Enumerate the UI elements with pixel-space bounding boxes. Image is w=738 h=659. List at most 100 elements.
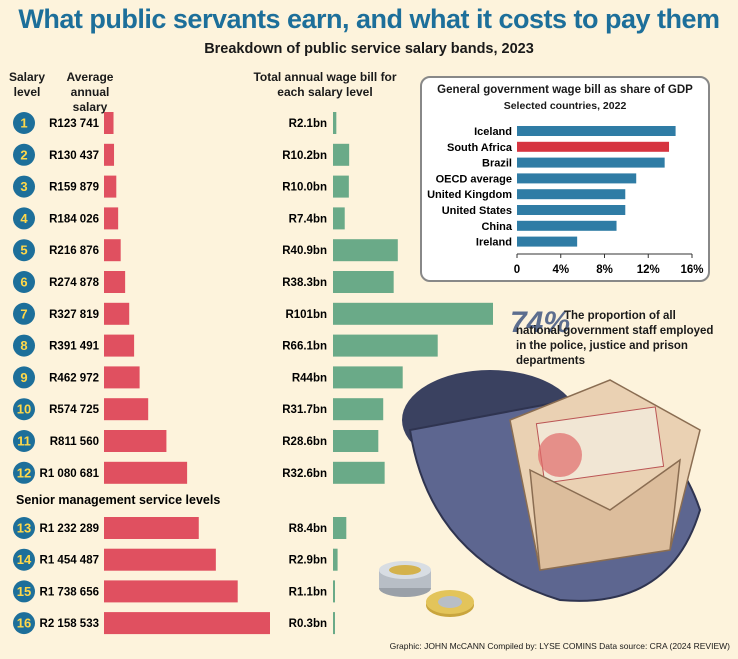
level-number: 14 [17, 552, 32, 567]
country-bar [517, 189, 626, 200]
country-bar [517, 173, 637, 184]
wage-bill-label: R32.6bn [282, 468, 327, 480]
level-badge [13, 334, 35, 357]
coin-stack [379, 561, 431, 597]
salary-label: R811 560 [50, 436, 99, 448]
chart-title: What public servants earn, and what it c… [18, 4, 720, 34]
wage-bill-bar [333, 143, 350, 166]
inset-subtitle: Selected countries, 2022 [503, 100, 627, 112]
salary-bar [104, 548, 216, 571]
level-badge [13, 302, 35, 325]
level-badge [13, 271, 35, 293]
country-label: United States [442, 205, 512, 217]
salary-bar [104, 517, 199, 539]
country-bar [517, 141, 670, 152]
salary-bar [104, 612, 270, 635]
wage-bill-bar [333, 461, 385, 484]
wage-bill-bar [333, 366, 403, 389]
wage-bill-bar [333, 271, 394, 293]
level-badge [13, 398, 35, 421]
wage-bill-bar [333, 517, 347, 539]
chart-subtitle: Breakdown of public service salary bands… [204, 41, 534, 57]
gdp-inset-chart: Iceland South Africa Brazil OECD average Uni… [427, 126, 704, 276]
wage-bill-bar [333, 207, 345, 230]
level-number: 13 [17, 521, 31, 536]
country-bar [517, 236, 578, 247]
salary-label: R123 741 [49, 118, 99, 130]
level-number: 7 [20, 306, 27, 321]
salary-bar [104, 334, 135, 357]
wage-bill-label: R38.3bn [282, 277, 327, 289]
salary-label: R184 026 [49, 213, 99, 225]
level-number: 4 [20, 211, 28, 226]
col-header-salary: Average annual salary [66, 70, 114, 114]
salary-bar [104, 366, 140, 389]
wage-bill-bar [333, 548, 338, 571]
salary-label: R462 972 [49, 372, 99, 384]
x-tick-label: 16% [680, 264, 703, 276]
level-badge [13, 548, 35, 571]
wage-bill-bar [333, 612, 335, 635]
credit-line: Graphic: JOHN McCANN Compiled by: LYSE C… [389, 641, 730, 651]
level-badge [13, 430, 35, 452]
wage-bill-label: R2.1bn [289, 118, 327, 130]
country-label: China [481, 221, 512, 233]
level-badge [13, 580, 35, 603]
senior-heading: Senior management service levels [16, 493, 220, 507]
level-badge [13, 366, 35, 389]
wage-bill-bar [333, 175, 349, 198]
x-tick-label: 4% [552, 264, 569, 276]
salary-label: R130 437 [49, 150, 99, 162]
wage-bill-label: R1.1bn [289, 586, 327, 598]
level-number: 11 [17, 434, 31, 449]
wage-bill-bar [333, 112, 337, 134]
country-label: Iceland [474, 126, 512, 138]
envelope-flap [529, 458, 681, 571]
wage-bill-bar [333, 398, 384, 421]
wage-bill-label: R0.3bn [289, 618, 327, 630]
level-number: 16 [17, 616, 31, 631]
level-number: 5 [20, 243, 27, 258]
stat-value: 74% [510, 306, 571, 339]
country-bar [517, 220, 617, 231]
level-number: 8 [20, 338, 27, 353]
country-label: South Africa [447, 142, 513, 154]
salary-bar [104, 112, 114, 134]
level-number: 12 [17, 465, 31, 480]
wage-bill-label: R28.6bn [282, 436, 327, 448]
salary-bar [104, 175, 117, 198]
wage-bill-label: R2.9bn [289, 555, 327, 567]
wage-bill-label: R8.4bn [289, 523, 327, 535]
level-badge [13, 175, 35, 198]
level-number: 10 [17, 402, 31, 417]
country-bar [517, 157, 665, 168]
salary-bar [104, 239, 121, 262]
country-label: Brazil [482, 158, 512, 170]
level-number: 1 [20, 116, 27, 131]
salary-label: R274 878 [49, 277, 99, 289]
wage-bill-label: R40.9bn [282, 245, 327, 257]
country-bar [517, 126, 676, 136]
salary-label: R391 491 [49, 341, 99, 353]
salary-bar [104, 302, 130, 325]
salary-label: R216 876 [49, 245, 99, 257]
coin [426, 590, 474, 617]
salary-bar [104, 461, 188, 484]
salary-label: R159 879 [49, 182, 99, 194]
gdp-inset-panel: General government wage bill as share of… [420, 76, 710, 282]
wage-bill-bar [333, 430, 379, 452]
x-tick-label: 12% [637, 264, 660, 276]
country-label: Ireland [476, 237, 512, 249]
level-badge [13, 461, 35, 484]
level-number: 3 [20, 179, 27, 194]
salary-bar [104, 430, 167, 452]
hat-money-illustration [379, 370, 702, 617]
level-badge [13, 612, 35, 635]
country-label: OECD average [436, 173, 512, 185]
x-tick-label: 8% [596, 264, 613, 276]
level-badge [13, 517, 35, 539]
col-header-bill: Total annual wage bill for each salary l… [253, 70, 397, 99]
salary-bar [104, 143, 115, 166]
salary-label: R327 819 [49, 309, 99, 321]
wage-bill-label: R10.2bn [282, 150, 327, 162]
